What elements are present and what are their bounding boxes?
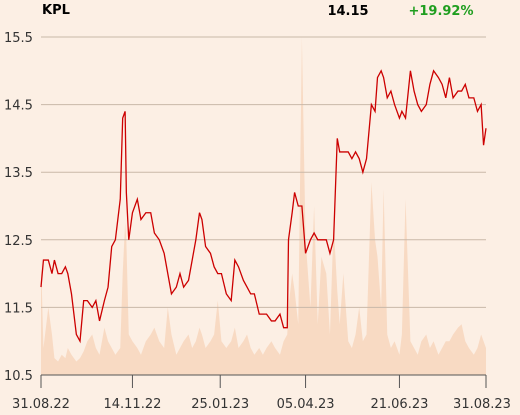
x-tick-label: 31.08.23 — [453, 397, 511, 412]
last-price: 14.15 — [327, 4, 368, 19]
y-tick-label: 13.5 — [4, 166, 33, 181]
y-tick-label: 12.5 — [4, 234, 33, 249]
x-tick-label: 25.01.23 — [191, 397, 249, 412]
price-change: +19.92% — [408, 4, 473, 19]
volume-area — [41, 37, 486, 375]
y-tick-label: 10.5 — [4, 369, 33, 384]
x-tick-label: 21.06.23 — [370, 397, 428, 412]
x-tick-label: 14.11.22 — [103, 397, 161, 412]
y-tick-label: 11.5 — [4, 301, 33, 316]
x-tick-label: 05.04.23 — [277, 397, 335, 412]
y-tick-label: 14.5 — [4, 99, 33, 114]
ticker: KPL — [42, 3, 70, 18]
price-line — [40, 69, 487, 344]
x-tick-label: 31.08.22 — [12, 397, 70, 412]
y-tick-label: 15.5 — [4, 31, 33, 46]
